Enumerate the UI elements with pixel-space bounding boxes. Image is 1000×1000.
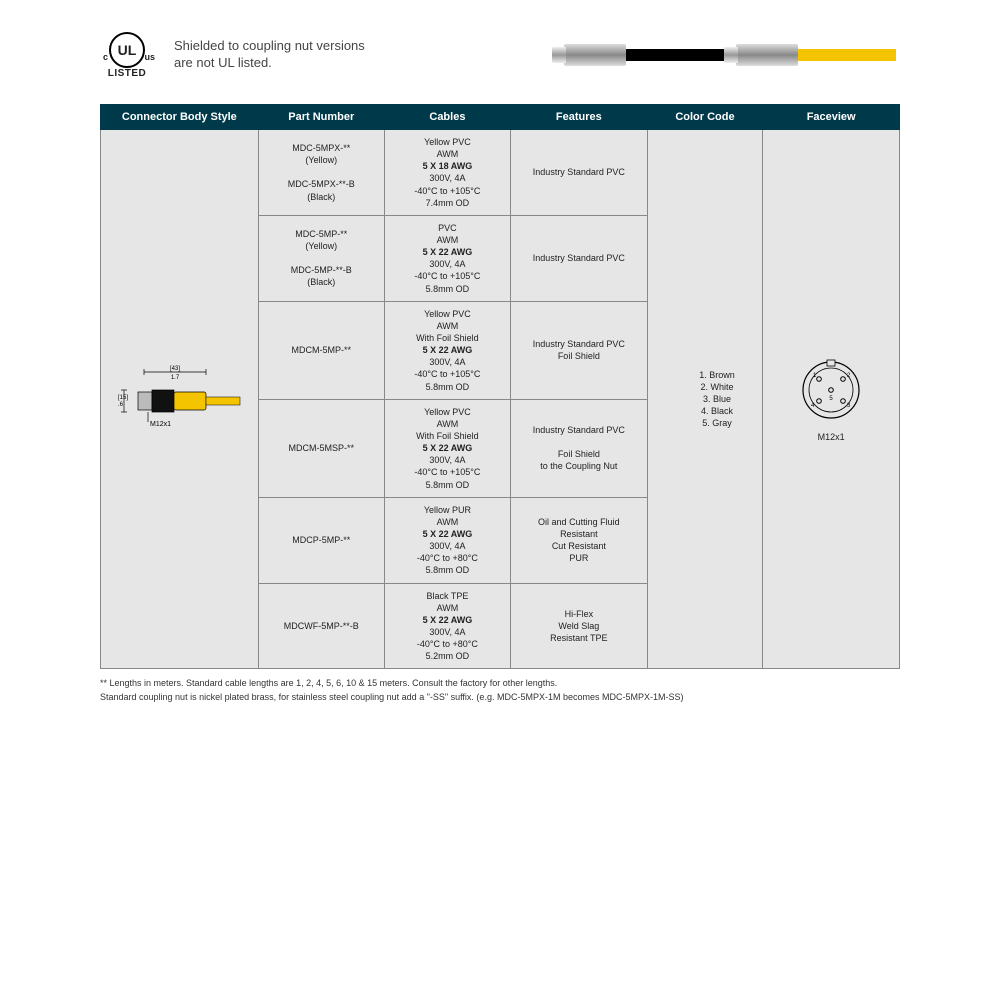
faceview-diagram: 1 2 3 4 5 <box>796 355 866 425</box>
cell-color-code: 1. Brown 2. White 3. Blue 4. Black 5. Gr… <box>647 130 763 669</box>
faceview-label: M12x1 <box>767 431 895 443</box>
cell-part: MDC-5MP-** (Yellow) MDC-5MP-**-B (Black) <box>258 215 384 301</box>
col-cables: Cables <box>384 105 510 130</box>
cell-part: MDCM-5MP-** <box>258 301 384 399</box>
header-row: UL c us LISTED Shielded to coupling nut … <box>100 20 900 90</box>
cable-images <box>564 34 900 76</box>
header-note-l2: are not UL listed. <box>174 55 365 72</box>
ul-listed-text: LISTED <box>100 69 154 79</box>
cell-feat: Industry Standard PVC <box>511 215 648 301</box>
ul-circle-icon: UL c us <box>109 32 145 68</box>
header-note-l1: Shielded to coupling nut versions <box>174 38 365 55</box>
cell-feat: Industry Standard PVC Foil Shield to the… <box>511 399 648 497</box>
svg-text:2: 2 <box>847 373 851 379</box>
cell-cable: PVC AWM 5 X 22 AWG 300V, 4A -40°C to +10… <box>384 215 510 301</box>
col-part-number: Part Number <box>258 105 384 130</box>
cell-cable: Yellow PVC AWM 5 X 18 AWG 300V, 4A -40°C… <box>384 130 510 216</box>
col-faceview: Faceview <box>763 105 900 130</box>
table-row: [43] 1.7 [15] .6 <box>101 130 900 216</box>
cell-part: MDCWF-5MP-**-B <box>258 583 384 669</box>
col-color-code: Color Code <box>647 105 763 130</box>
cable-image-black <box>564 34 724 76</box>
cell-feat: Industry Standard PVC Foil Shield <box>511 301 648 399</box>
svg-text:1.7: 1.7 <box>171 375 180 381</box>
cell-part: MDCM-5MSP-** <box>258 399 384 497</box>
cell-cable: Yellow PVC AWM With Foil Shield 5 X 22 A… <box>384 399 510 497</box>
spec-table: Connector Body Style Part Number Cables … <box>100 104 900 669</box>
cell-part: MDC-5MPX-** (Yellow) MDC-5MPX-**-B (Blac… <box>258 130 384 216</box>
body-style-diagram: [43] 1.7 [15] .6 <box>114 364 244 434</box>
col-features: Features <box>511 105 648 130</box>
cell-feat: Hi-Flex Weld Slag Resistant TPE <box>511 583 648 669</box>
ul-us: us <box>144 53 155 62</box>
ul-label: UL <box>118 43 137 57</box>
svg-text:.6: .6 <box>118 402 124 408</box>
cell-feat: Industry Standard PVC <box>511 130 648 216</box>
cell-feat: Oil and Cutting Fluid Resistant Cut Resi… <box>511 497 648 583</box>
ul-listed-mark: UL c us LISTED <box>100 32 154 79</box>
svg-text:3: 3 <box>847 403 851 409</box>
cell-faceview: 1 2 3 4 5 M12x1 <box>763 130 900 669</box>
cell-cable: Yellow PUR AWM 5 X 22 AWG 300V, 4A -40°C… <box>384 497 510 583</box>
svg-text:5: 5 <box>829 396 833 402</box>
cell-cable: Black TPE AWM 5 X 22 AWG 300V, 4A -40°C … <box>384 583 510 669</box>
footnote-1: ** Lengths in meters. Standard cable len… <box>100 677 900 691</box>
cell-body-style: [43] 1.7 [15] .6 <box>101 130 259 669</box>
footnote-2: Standard coupling nut is nickel plated b… <box>100 691 900 705</box>
cell-cable: Yellow PVC AWM With Foil Shield 5 X 22 A… <box>384 301 510 399</box>
table-header-row: Connector Body Style Part Number Cables … <box>101 105 900 130</box>
ul-c: c <box>103 53 108 62</box>
cable-image-yellow <box>736 34 896 76</box>
header-note: Shielded to coupling nut versions are no… <box>174 38 365 72</box>
footnotes: ** Lengths in meters. Standard cable len… <box>100 677 900 704</box>
svg-text:[15]: [15] <box>118 395 128 401</box>
svg-text:M12x1: M12x1 <box>150 421 171 428</box>
col-body-style: Connector Body Style <box>101 105 259 130</box>
svg-text:[43]: [43] <box>170 366 180 372</box>
cell-part: MDCP-5MP-** <box>258 497 384 583</box>
